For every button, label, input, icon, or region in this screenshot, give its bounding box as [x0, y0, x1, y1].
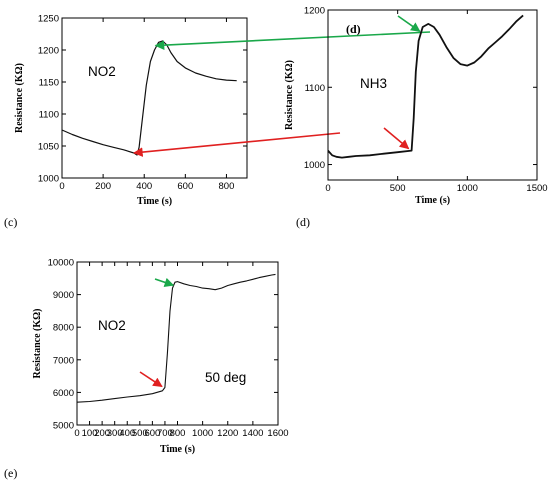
y-tick-label: 1100 [305, 83, 325, 94]
x-tick-label: 1600 [267, 428, 288, 439]
y-tick-label: 8000 [53, 323, 74, 334]
x-tick-label: 0 [325, 183, 330, 194]
panel-label-e: (e) [4, 466, 18, 480]
x-tick-label: 100 [82, 428, 98, 439]
x-tick-label: 500 [132, 428, 148, 439]
x-tick-label: 700 [157, 428, 173, 439]
x-tick-label: 1200 [217, 428, 238, 439]
x-tick-label: 1000 [192, 428, 213, 439]
series-line [327, 14, 524, 159]
series-line [61, 40, 237, 156]
x-tick-label: 800 [170, 428, 186, 439]
annotation-label: NO2 [98, 318, 126, 333]
green-arrow [397, 15, 421, 32]
annotation-label: NO2 [88, 64, 116, 79]
annotation-label: 50 deg [205, 370, 246, 385]
x-tick-label: 500 [390, 183, 406, 194]
green-arrow [154, 277, 175, 287]
x-tick-label: 400 [136, 181, 152, 192]
y-tick-label: 1100 [39, 110, 59, 121]
y-tick-label: 9000 [53, 290, 74, 301]
panel-label-c: (c) [4, 215, 18, 229]
x-tick-label: 600 [144, 428, 160, 439]
x-tick-label: 0 [59, 181, 64, 192]
y-tick-label: 10000 [48, 258, 74, 269]
plot-frame [76, 261, 279, 426]
x-tick-label: 600 [177, 181, 193, 192]
y-axis-label: Resistance (KΩ) [32, 309, 43, 379]
plot-frame [327, 9, 538, 181]
x-tick-label: 1400 [242, 428, 263, 439]
panel-label-d: (d) [296, 215, 310, 229]
y-tick-label: 1250 [38, 14, 59, 25]
y-tick-label: 1000 [304, 160, 325, 171]
y-axis-label: Resistance (KΩ) [284, 60, 295, 130]
x-tick-label: 800 [219, 181, 235, 192]
y-tick-label: 1050 [38, 142, 59, 153]
y-tick-label: 6000 [53, 388, 74, 399]
y-tick-label: 1000 [38, 174, 59, 185]
y-tick-label: 1150 [39, 78, 59, 89]
inner-panel-label: (d) [346, 22, 361, 36]
y-axis-label: Resistance (KΩ) [14, 63, 25, 133]
y-tick-label: 1200 [304, 6, 325, 17]
red-arrow [383, 127, 410, 150]
annotation-label: NH3 [360, 76, 387, 91]
chart-d: 0 500 1000 1500 1000 1100 1200 Time (s) Resistan… [284, 6, 548, 207]
x-tick-label: 200 [94, 428, 110, 439]
y-tick-label: 5000 [53, 421, 74, 432]
x-tick-label: 300 [107, 428, 123, 439]
chart-c: 0 200 400 600 800 1000 1050 1100 1150 1200 1250 Tim… [14, 14, 431, 207]
red-arrow [133, 132, 341, 157]
series-line [76, 273, 276, 403]
x-tick-label: 200 [95, 181, 111, 192]
x-tick-label: 1500 [526, 183, 547, 194]
x-axis-label: Time (s) [415, 195, 450, 206]
green-arrow [154, 31, 431, 50]
red-arrow [139, 371, 163, 388]
x-tick-label: 0 [74, 428, 79, 439]
y-tick-label: 1200 [38, 46, 59, 57]
y-tick-label: 7000 [53, 355, 74, 366]
x-tick-label: 400 [119, 428, 135, 439]
x-tick-label: 1000 [457, 183, 478, 194]
x-axis-label: Time (s) [137, 196, 172, 207]
x-axis-label: Time (s) [160, 444, 195, 455]
plot-frame [61, 17, 248, 179]
